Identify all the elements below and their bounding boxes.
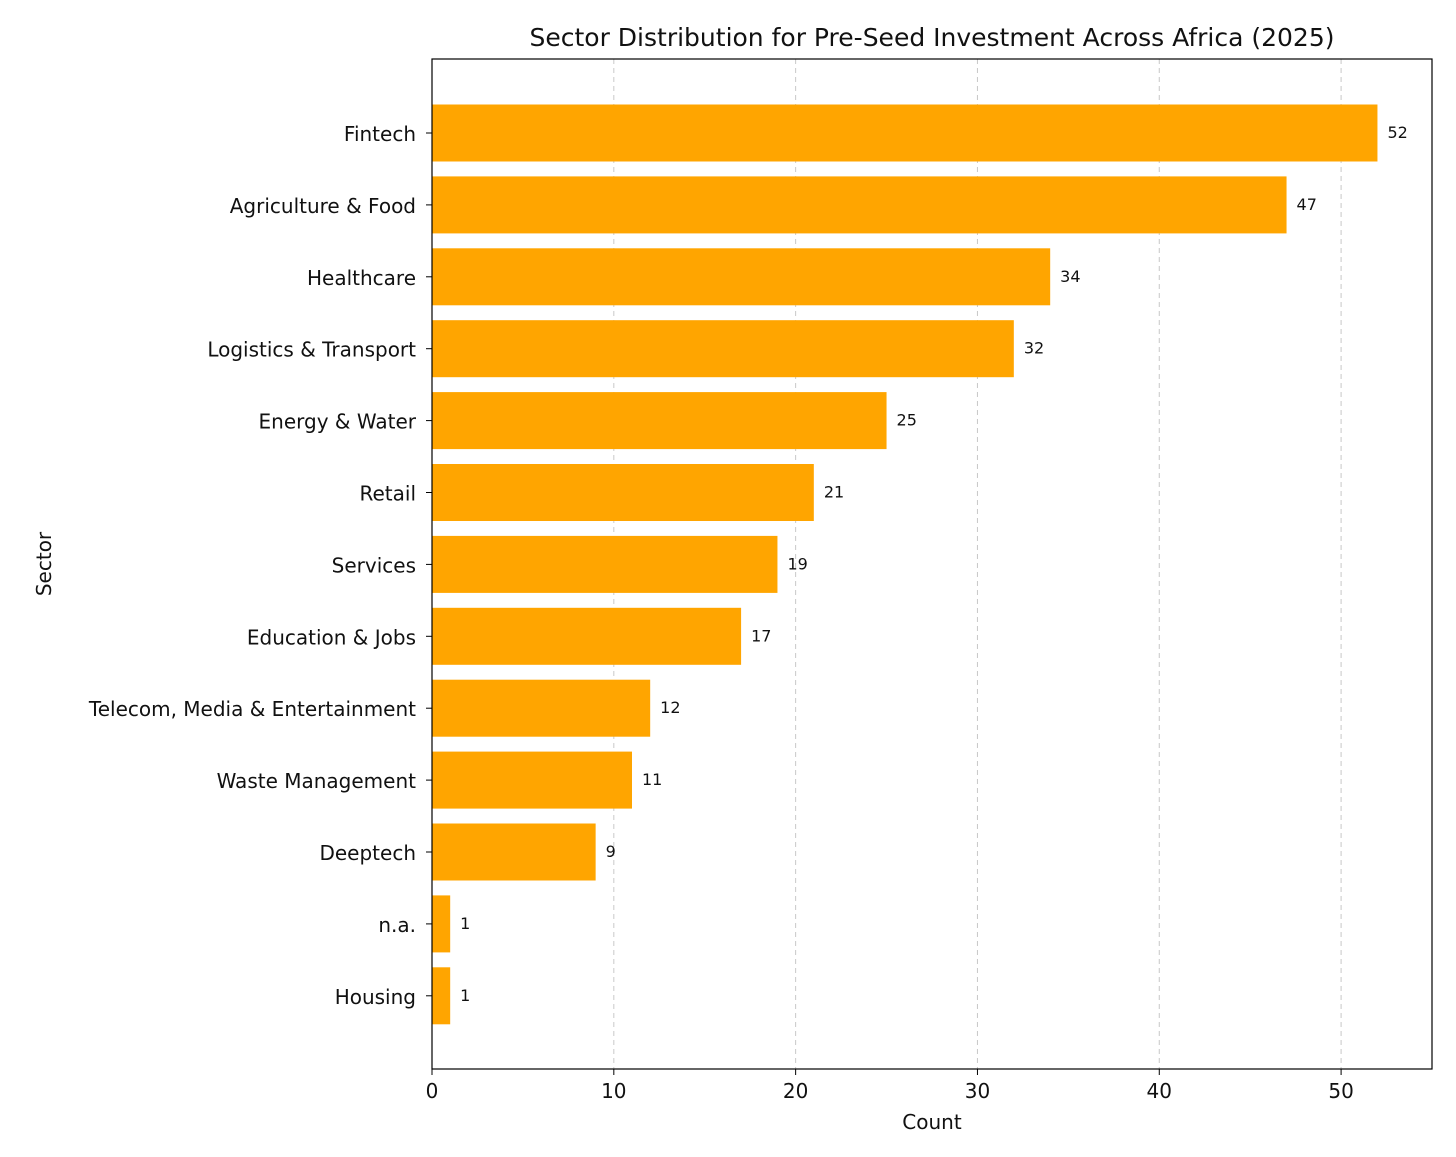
bar-value-label: 9 (606, 842, 616, 861)
y-tick-label: Services (332, 553, 416, 577)
bar-value-label: 1 (460, 914, 470, 933)
bar-agriculture-food (432, 176, 1287, 234)
bar-deeptech (432, 823, 596, 881)
y-tick-label: Deeptech (319, 841, 416, 865)
bar-logistics-transport (432, 320, 1014, 378)
y-tick-label: Education & Jobs (247, 625, 416, 649)
y-tick-label: Housing (335, 985, 416, 1009)
chart-title: Sector Distribution for Pre-Seed Investm… (529, 23, 1334, 52)
y-tick-label: Agriculture & Food (230, 194, 416, 218)
x-tick-label: 0 (426, 1079, 439, 1103)
bar-value-label: 1 (460, 986, 470, 1005)
bar-healthcare (432, 248, 1051, 306)
y-tick-label: Logistics & Transport (207, 338, 416, 362)
x-tick-label: 20 (783, 1079, 808, 1103)
x-axis-title: Count (902, 1110, 962, 1134)
bar-value-label: 32 (1024, 339, 1044, 358)
bar-energy-water (432, 392, 887, 450)
y-axis-ticks: Fintech Agriculture & Food Healthcare Logis… (88, 122, 432, 1009)
x-tick-label: 50 (1328, 1079, 1353, 1103)
bar-value-label: 11 (642, 770, 662, 789)
bar-n-a- (432, 895, 451, 953)
x-tick-label: 40 (1147, 1079, 1172, 1103)
bar-value-label: 52 (1387, 123, 1407, 142)
bar-housing (432, 967, 451, 1025)
x-tick-label: 30 (965, 1079, 990, 1103)
bar-retail (432, 464, 814, 521)
y-tick-label: n.a. (378, 913, 416, 937)
y-tick-label: Waste Management (217, 769, 417, 793)
y-tick-label: Healthcare (307, 266, 416, 290)
bar-value-label: 25 (897, 411, 917, 430)
bar-value-label: 21 (824, 483, 844, 502)
bars (432, 104, 1378, 1025)
bar-value-label: 12 (660, 698, 680, 717)
bar-education-jobs (432, 607, 742, 665)
y-axis-title: Sector (32, 531, 56, 596)
bar-services (432, 535, 778, 593)
bar-value-label: 34 (1060, 267, 1080, 286)
bar-value-label: 47 (1297, 195, 1317, 214)
plot-frame (431, 58, 1433, 1070)
y-tick-label: Fintech (344, 122, 416, 146)
bar-value-label: 17 (751, 626, 771, 645)
bar-waste-management (432, 751, 632, 809)
y-tick-label: Energy & Water (259, 410, 417, 434)
y-tick-label: Telecom, Media & Entertainment (88, 697, 416, 721)
x-tick-label: 10 (601, 1079, 626, 1103)
bar-telecom-media-entertainment (432, 679, 651, 737)
y-tick-label: Retail (359, 482, 416, 506)
x-axis-ticks: 0 10 20 30 40 50 (426, 1069, 1354, 1103)
bar-fintech (432, 104, 1378, 162)
bar-value-label: 19 (787, 554, 807, 573)
